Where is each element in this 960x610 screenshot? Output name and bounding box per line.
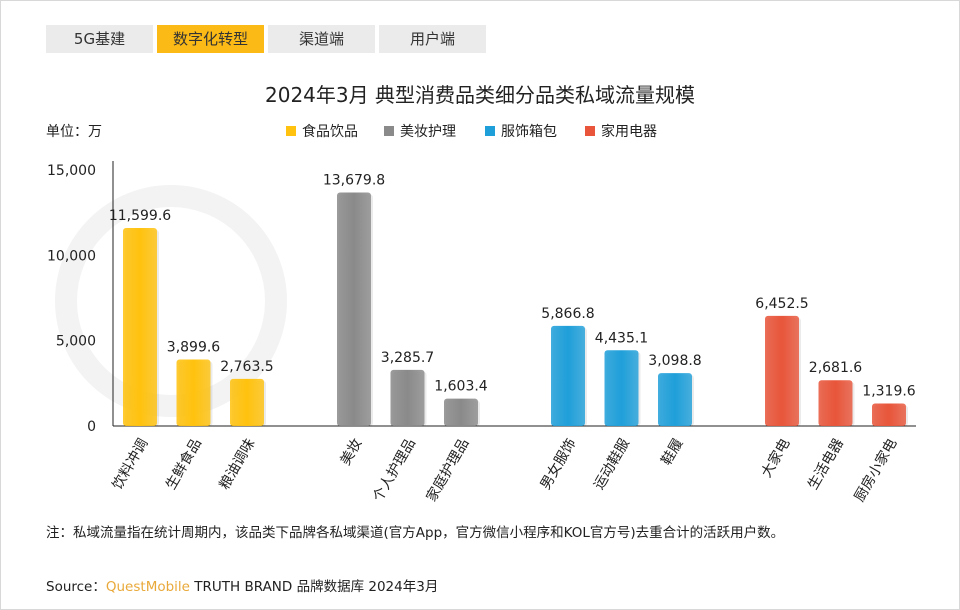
data-label: 2,763.5 — [220, 359, 273, 375]
bar — [658, 373, 692, 426]
legend-item: 食品饮品 — [286, 121, 358, 141]
x-tick-label: 运动鞋服 — [591, 436, 633, 492]
legend-label: 家用电器 — [601, 124, 657, 140]
footnote: 注：私域流量指在统计周期内，该品类下品牌各私域渠道(官方App，官方微信小程序和… — [46, 525, 785, 541]
bar — [604, 350, 639, 426]
x-tick-label: 男女服饰 — [537, 436, 580, 493]
legend-label: 美妆护理 — [400, 124, 456, 140]
x-tick-label: 饮料冲调 — [110, 436, 152, 492]
x-tick-label: 大家电 — [758, 436, 794, 481]
source: Source：QuestMobile TRUTH BRAND 品牌数据库 202… — [46, 575, 438, 595]
bar — [765, 315, 799, 426]
bar — [176, 359, 211, 426]
x-tick-label: 家庭护理品 — [423, 436, 473, 505]
source-rest: TRUTH BRAND 品牌数据库 2024年3月 — [189, 579, 439, 595]
tab-digital-transformation[interactable]: 数字化转型 — [157, 25, 264, 53]
watermark-logo — [55, 185, 287, 417]
source-brand: QuestMobile — [105, 579, 190, 595]
data-label: 3,098.8 — [648, 353, 701, 369]
legend-item: 家用电器 — [585, 121, 657, 141]
x-tick-label: 生鲜食品 — [162, 436, 205, 493]
x-tick-label: 厨房小家电 — [851, 436, 901, 505]
data-label: 4,435.1 — [595, 330, 648, 346]
data-label: 3,285.7 — [381, 350, 434, 366]
bar — [337, 192, 371, 426]
tab-user[interactable]: 用户端 — [379, 25, 486, 53]
x-tick-label: 粮油调味 — [217, 436, 259, 492]
y-tick-label: 15,000 — [47, 163, 96, 179]
bar — [872, 403, 906, 426]
legend-item: 服饰箱包 — [485, 121, 557, 141]
x-tick-label: 生活电器 — [805, 436, 847, 492]
bar — [818, 380, 853, 426]
bar — [230, 378, 264, 426]
legend-item: 美妆护理 — [384, 121, 456, 141]
data-label: 3,899.6 — [167, 339, 221, 355]
bar — [444, 398, 478, 426]
data-label: 2,681.6 — [809, 360, 863, 376]
data-label: 1,603.4 — [434, 379, 488, 395]
bar-chart: 0 5,000 10,000 15,000 11,599.6 饮料冲调 3,899.6 生鲜食… — [47, 161, 916, 505]
legend-swatch — [485, 126, 495, 136]
legend-label: 服饰箱包 — [501, 124, 557, 140]
source-prefix: Source： — [46, 579, 106, 595]
tab-channel[interactable]: 渠道端 — [268, 25, 375, 53]
x-tick-label: 美妆 — [338, 436, 366, 468]
bar — [390, 369, 425, 426]
unit-label: 单位：万 — [46, 124, 102, 140]
legend-swatch — [286, 126, 296, 136]
x-tick-label: 个人护理品 — [370, 436, 419, 505]
bar — [551, 325, 585, 426]
data-label: 1,319.6 — [862, 383, 916, 399]
y-tick-label: 10,000 — [47, 248, 96, 264]
data-label: 6,452.5 — [755, 296, 808, 312]
data-label: 11,599.6 — [109, 208, 171, 224]
tab-5g[interactable]: 5G基建 — [46, 25, 153, 53]
data-label: 13,679.8 — [323, 173, 385, 189]
y-tick-label: 0 — [87, 419, 96, 435]
legend-swatch — [585, 126, 595, 136]
chart-title: 2024年3月 典型消费品类细分品类私域流量规模 — [265, 83, 695, 107]
legend-swatch — [384, 126, 394, 136]
legend-label: 食品饮品 — [302, 124, 358, 140]
bar — [123, 228, 157, 426]
x-tick-label: 鞋履 — [659, 436, 687, 468]
data-label: 5,866.8 — [541, 306, 594, 322]
y-tick-label: 5,000 — [56, 334, 96, 350]
